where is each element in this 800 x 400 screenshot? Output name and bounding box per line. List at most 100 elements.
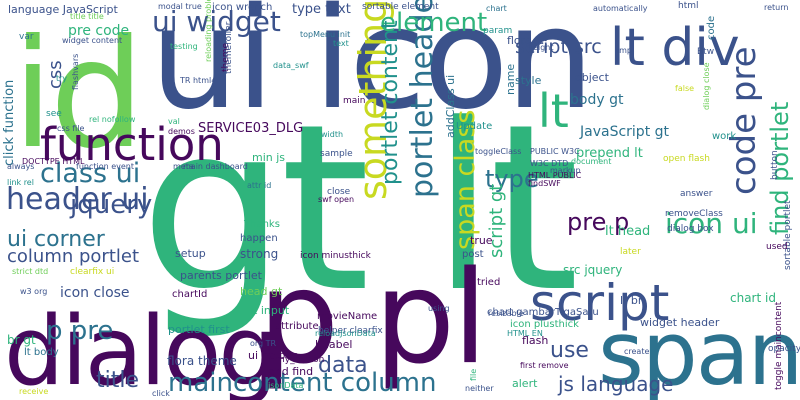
word: JavaScript gt (580, 124, 670, 140)
word: end find (268, 365, 314, 378)
word: demos (168, 127, 195, 136)
word: code (706, 15, 717, 40)
word: open flash (663, 154, 710, 164)
word: jsonData (268, 381, 304, 390)
word: neither (465, 384, 494, 393)
word: markup (550, 166, 581, 175)
word: return (764, 3, 789, 12)
word: sortable element (362, 2, 439, 12)
word: create (624, 347, 650, 356)
word: happen (240, 233, 278, 244)
word: lt body (24, 347, 59, 358)
word: answer (680, 189, 713, 199)
word: br gt (7, 333, 36, 347)
word: my_button (276, 355, 325, 365)
word: addClass ui (444, 74, 457, 138)
word: val (168, 117, 180, 126)
word: style (515, 74, 542, 87)
word: themeroller (224, 21, 234, 74)
word: TR html4 (180, 76, 217, 85)
word: p pl (258, 244, 488, 393)
word: html (678, 1, 699, 11)
word: setup (175, 247, 206, 260)
word: resizable (488, 309, 524, 318)
word: lt (538, 84, 569, 138)
word: close (327, 187, 351, 197)
word: flora theme (167, 354, 237, 368)
word: click function (2, 79, 17, 166)
word: type text (292, 2, 351, 17)
word: body gt (570, 92, 624, 108)
word: helper clearfix (318, 326, 383, 336)
word: lt input (250, 304, 290, 317)
word: rel nofollow (89, 115, 136, 124)
word: object (575, 71, 609, 84)
word: src jquery (563, 263, 623, 277)
word: click (152, 389, 170, 398)
word: code pre (724, 46, 764, 195)
word: false (675, 84, 695, 93)
word: w3 org (20, 287, 48, 296)
word: dialog box (667, 224, 714, 234)
word: prepend lt (576, 146, 643, 161)
word: work (712, 131, 737, 142)
word: head gt (240, 285, 283, 298)
word: script src (515, 36, 602, 58)
word: swf open (318, 195, 355, 204)
word: clearfix ui (70, 267, 115, 277)
word: sample (320, 149, 353, 159)
word: icon plusthick (510, 319, 579, 330)
word: HTML EN (507, 329, 543, 338)
word: file (469, 368, 478, 381)
word: main (343, 96, 366, 106)
word: attr id (247, 181, 272, 190)
word: button (770, 150, 780, 180)
word: Update (456, 121, 493, 132)
word: js language (558, 372, 674, 396)
word: icon wrench (212, 2, 273, 13)
word: flashvars (71, 53, 80, 90)
word: widget content (62, 36, 123, 45)
word: dialog close (702, 62, 711, 110)
word: lt div (610, 18, 740, 78)
word: movieName (317, 311, 378, 322)
word: p pre (46, 316, 114, 346)
word: document (571, 157, 612, 166)
word: portlet first (168, 323, 230, 336)
word: ui corner (7, 227, 105, 252)
word: tmp (616, 46, 633, 55)
word: toggleClass (475, 147, 522, 156)
word: reloadJsonData (315, 329, 376, 338)
word: ui icon (150, 0, 594, 141)
word: reloading problem (204, 0, 213, 62)
word: title (96, 368, 140, 393)
word: param (483, 26, 513, 36)
word: header ui (6, 182, 149, 217)
word: id (12, 8, 145, 182)
word: true (470, 234, 493, 247)
word: lt br (620, 294, 643, 307)
word: title title (70, 12, 104, 21)
word: strong (240, 247, 279, 261)
word: findSWF (528, 179, 561, 188)
word: tried (477, 277, 501, 288)
word: pre p (567, 208, 630, 236)
word: always (7, 162, 35, 171)
word: Btw (697, 47, 715, 57)
word: first remove (520, 361, 569, 370)
word: class ui (40, 158, 141, 189)
word: org TR (250, 339, 277, 348)
word: using (428, 304, 450, 313)
word: css file (57, 124, 85, 133)
word: height (528, 43, 554, 52)
word: icon close (60, 285, 130, 301)
word: column portlet (7, 246, 140, 267)
word: topMenu init (300, 30, 351, 39)
word: lt label (315, 338, 353, 351)
word: type (485, 165, 539, 193)
word: flash (522, 334, 549, 347)
word: portlet content (378, 20, 403, 185)
word: modal true (158, 2, 202, 11)
word: PUBLIC W3C (530, 147, 580, 156)
